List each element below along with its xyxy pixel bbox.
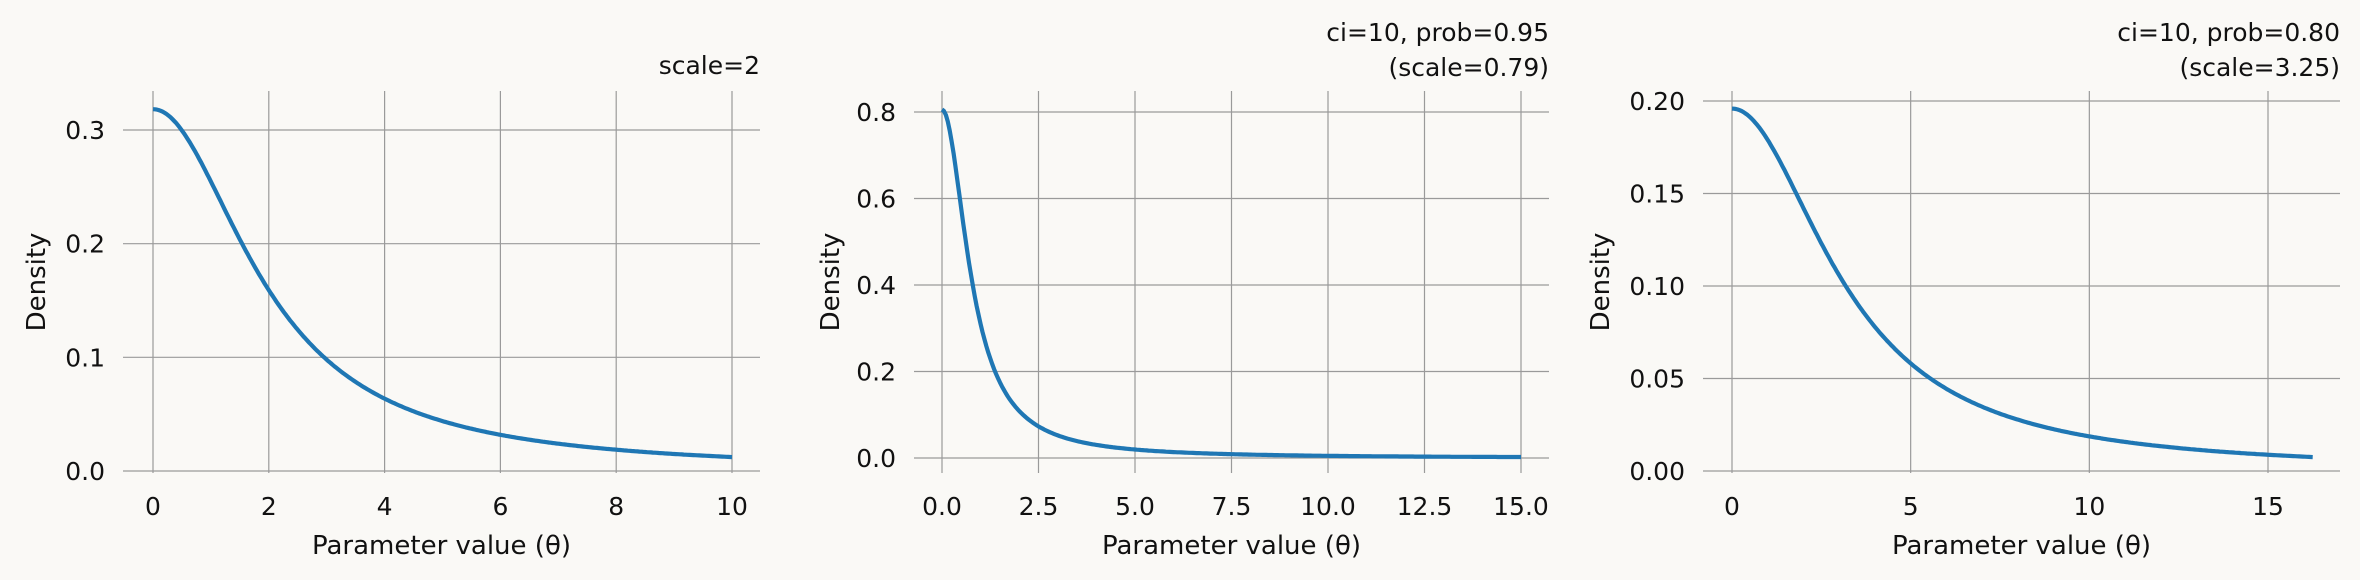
x-tick-label: 0: [1724, 492, 1740, 521]
y-tick-label: 0.1: [65, 343, 105, 372]
panel-title: ci=10, prob=0.95: [1326, 18, 1549, 47]
x-axis-label: Parameter value (θ): [1892, 531, 2151, 561]
x-tick-label: 0: [145, 492, 161, 521]
y-tick-label: 0.0: [856, 444, 896, 473]
y-tick-label: 0.0: [65, 457, 105, 486]
y-axis-label: Density: [816, 233, 846, 332]
x-axis-label: Parameter value (θ): [1102, 531, 1361, 561]
panel-title: (scale=3.25): [2179, 53, 2340, 82]
x-tick-label: 8: [608, 492, 624, 521]
x-tick-label: 10.0: [1300, 492, 1356, 521]
density-curve: [940, 107, 1522, 460]
y-tick-label: 0.05: [1629, 365, 1685, 394]
y-tick-label: 0.8: [856, 98, 896, 127]
x-tick-label: 15: [2252, 492, 2284, 521]
x-tick-label: 4: [377, 492, 393, 521]
x-tick-label: 7.5: [1212, 492, 1252, 521]
panel-scale-2: 0 2 4 6 8 10 0.0 0.1 0.2 0.3 Parameter value (θ) De…: [22, 51, 760, 561]
x-tick-label: 0.0: [922, 492, 962, 521]
density-curve: [1731, 106, 2313, 460]
x-tick-label: 5.0: [1115, 492, 1155, 521]
panel-title: scale=2: [659, 51, 760, 80]
panel-title: ci=10, prob=0.80: [2117, 18, 2340, 47]
x-tick-label: 2: [261, 492, 277, 521]
panel-prob-0.95: 0.0 2.5 5.0 7.5 10.0 12.5 15.0 0.0 0.2 0.4 0.6 0.8 P…: [816, 18, 1549, 561]
x-tick-label: 15.0: [1493, 492, 1549, 521]
x-axis-label: Parameter value (θ): [312, 531, 571, 561]
y-axis-label: Density: [1586, 233, 1616, 332]
panel-prob-0.80: 0 5 10 15 0.00 0.05 0.10 0.15 0.20 Parameter valu…: [1586, 18, 2340, 561]
y-tick-label: 0.6: [856, 185, 896, 214]
y-tick-label: 0.00: [1629, 457, 1685, 486]
y-axis-label: Density: [22, 233, 52, 332]
x-tick-label: 6: [492, 492, 508, 521]
x-tick-label: 2.5: [1019, 492, 1059, 521]
x-tick-label: 5: [1903, 492, 1919, 521]
density-curve: [152, 107, 733, 460]
y-tick-label: 0.2: [65, 230, 105, 259]
y-tick-label: 0.3: [65, 116, 105, 145]
y-tick-label: 0.20: [1629, 87, 1685, 116]
y-tick-label: 0.10: [1629, 272, 1685, 301]
x-tick-label: 12.5: [1397, 492, 1453, 521]
y-tick-label: 0.2: [856, 358, 896, 387]
panel-title: (scale=0.79): [1388, 53, 1549, 82]
x-tick-label: 10: [716, 492, 748, 521]
y-tick-label: 0.15: [1629, 180, 1685, 209]
y-tick-label: 0.4: [856, 271, 896, 300]
x-tick-label: 10: [2073, 492, 2105, 521]
